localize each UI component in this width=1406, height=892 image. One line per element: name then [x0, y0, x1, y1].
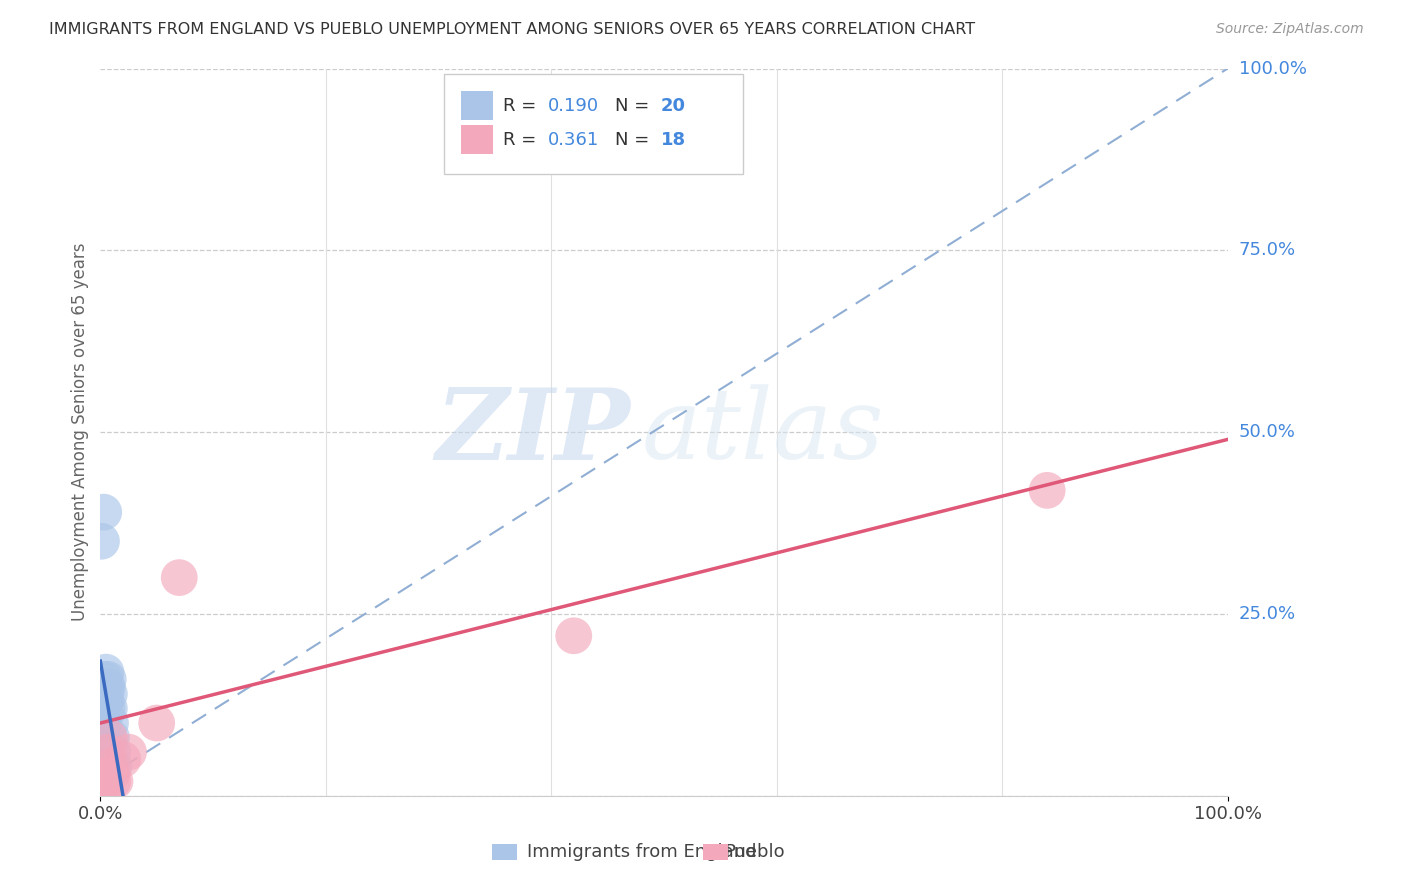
Point [111, 752, 134, 766]
Point [90, 781, 112, 796]
Point [117, 745, 139, 759]
Text: Immigrants from England: Immigrants from England [527, 843, 756, 861]
Text: Pueblo: Pueblo [724, 843, 785, 861]
Point [90, 774, 112, 789]
Point [100, 731, 122, 745]
Point [100, 767, 122, 781]
Point [94, 694, 117, 708]
Text: 75.0%: 75.0% [1239, 242, 1296, 260]
Text: N =: N = [616, 131, 655, 149]
Point [100, 759, 122, 773]
Point [93, 716, 115, 731]
Point [101, 745, 124, 759]
Point [91, 731, 114, 745]
FancyBboxPatch shape [444, 74, 742, 174]
Point [93, 505, 115, 519]
Point [145, 716, 167, 731]
Point [98, 731, 121, 745]
FancyBboxPatch shape [461, 125, 492, 154]
Point [100, 716, 122, 731]
Point [98, 687, 121, 701]
Point [90, 534, 112, 549]
Text: 20: 20 [661, 96, 686, 115]
Text: N =: N = [616, 96, 655, 115]
Point [91, 774, 114, 789]
Text: atlas: atlas [641, 384, 884, 480]
Point [94, 767, 117, 781]
Text: 25.0%: 25.0% [1239, 605, 1296, 623]
Text: 0.190: 0.190 [548, 96, 599, 115]
Point [562, 629, 585, 643]
Y-axis label: Unemployment Among Seniors over 65 years: Unemployment Among Seniors over 65 years [72, 243, 89, 622]
Text: Source: ZipAtlas.com: Source: ZipAtlas.com [1216, 22, 1364, 37]
Point [96, 767, 118, 781]
Text: IMMIGRANTS FROM ENGLAND VS PUEBLO UNEMPLOYMENT AMONG SENIORS OVER 65 YEARS CORRE: IMMIGRANTS FROM ENGLAND VS PUEBLO UNEMPL… [49, 22, 976, 37]
Point [94, 665, 117, 680]
Text: 18: 18 [661, 131, 686, 149]
Point [1036, 483, 1059, 498]
Point [97, 673, 120, 687]
Text: ZIP: ZIP [434, 384, 630, 481]
Point [94, 673, 117, 687]
Text: 0.361: 0.361 [548, 131, 599, 149]
Point [93, 687, 115, 701]
Point [94, 774, 117, 789]
Text: R =: R = [503, 131, 541, 149]
FancyBboxPatch shape [461, 91, 492, 120]
Text: 100.0%: 100.0% [1239, 60, 1306, 78]
Point [104, 774, 127, 789]
Point [101, 774, 124, 789]
Point [103, 759, 125, 773]
Point [97, 745, 120, 759]
Point [96, 701, 118, 715]
Point [98, 701, 121, 715]
Point [96, 680, 118, 694]
Point [93, 781, 115, 796]
Point [167, 571, 190, 585]
Text: R =: R = [503, 96, 541, 115]
Point [91, 759, 114, 773]
Text: 50.0%: 50.0% [1239, 423, 1295, 442]
Point [94, 687, 117, 701]
